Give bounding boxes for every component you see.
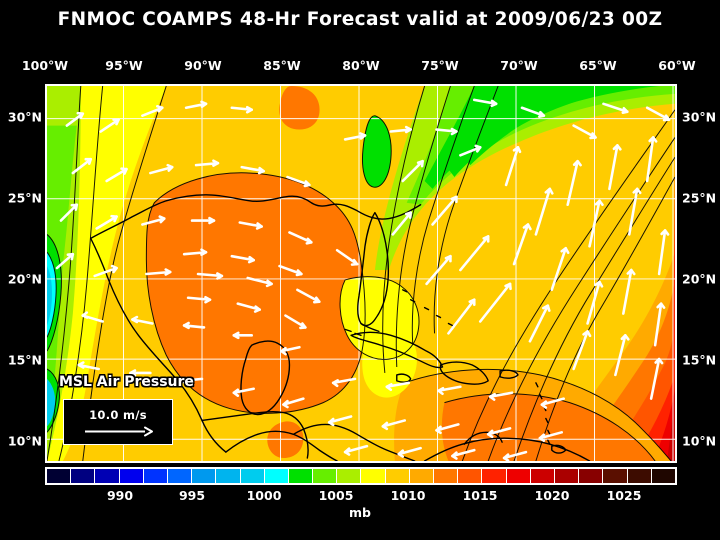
pressure-colorbar[interactable] [45,467,677,485]
band-ne-green4 [448,86,640,178]
band-east-red3 [667,171,675,461]
band-ne-green3 [424,86,660,189]
band-gulf-high-core [146,172,366,414]
colorbar-swatch-25 [650,469,675,483]
colorbar-swatch-9 [263,469,288,483]
band-east-orange2 [603,145,675,461]
band-pacific-blue [47,266,52,326]
colorbar-swatch-7 [215,469,240,483]
lon-tick-95w: 95°W [105,58,143,73]
patch-ca-orange1 [251,367,288,405]
colorbar-swatch-11 [312,469,337,483]
cbar-tick-1020: 1020 [534,488,570,503]
colorbar-swatch-21 [553,469,579,483]
cbar-tick-1000: 1000 [246,488,282,503]
colorbar-swatch-24 [626,469,651,483]
cbar-tick-1005: 1005 [318,488,354,503]
band-carib-orange2 [441,393,656,461]
band-ne-core [464,86,624,166]
lat-tick-left-30n: 30°N [7,109,42,125]
colorbar-swatch-17 [457,469,482,483]
patch-hisp-yellow [362,322,417,398]
band-east-orange [571,137,675,461]
wind-vector-key-label: 10.0 m/s [89,407,147,422]
cbar-tick-995: 995 [178,488,206,503]
lon-tick-60w: 60°W [658,58,696,73]
colorbar-swatch-13 [360,469,385,483]
colorbar-swatch-5 [166,469,192,483]
wind-vectors [55,98,671,461]
band-pacific-green2 [47,125,77,423]
cbar-tick-990: 990 [106,488,134,503]
lon-tick-65w: 65°W [579,58,617,73]
wind-vector-key: 10.0 m/s [63,399,173,445]
lon-tick-100w: 100°W [21,58,69,73]
colorbar-swatch-14 [384,469,409,483]
lon-tick-70w: 70°W [500,58,538,73]
colorbar-swatch-2 [94,469,119,483]
colorbar-unit-label: mb [349,505,371,520]
colorbar-swatch-15 [408,469,433,483]
colorbar-swatch-16 [433,469,458,483]
lon-tick-80w: 80°W [342,58,380,73]
coastlines [90,194,591,461]
band-florida-green [362,115,392,188]
lat-tick-right-20n: 20°N [682,271,717,287]
cbar-tick-1015: 1015 [462,488,498,503]
colorbar-swatch-22 [578,469,603,483]
colorbar-swatch-8 [239,469,264,483]
lat-tick-left-25n: 25°N [7,190,42,206]
lat-tick-right-15n: 15°N [682,352,717,368]
colorbar-swatch-0 [47,469,71,483]
page-title: FNMOC COAMPS 48-Hr Forecast valid at 200… [57,9,663,30]
colorbar-swatch-6 [191,469,216,483]
colorbar-swatch-4 [142,469,167,483]
colorbar-swatch-19 [505,469,530,483]
lat-tick-left-15n: 15°N [7,352,42,368]
map-clip [47,86,675,461]
lon-tick-75w: 75°W [421,58,459,73]
colorbar-swatch-3 [118,469,143,483]
right-arrow-icon [85,426,153,436]
cbar-tick-1025: 1025 [606,488,642,503]
lon-tick-85w: 85°W [263,58,301,73]
colorbar-swatch-10 [287,469,313,483]
lat-tick-left-20n: 20°N [7,271,42,287]
colorbar-swatch-12 [336,469,361,483]
lat-tick-right-30n: 30°N [682,109,717,125]
colorbar-swatch-20 [529,469,554,483]
lat-tick-right-10n: 10°N [682,433,717,449]
lon-tick-90w: 90°W [184,58,222,73]
lat-tick-right-25n: 25°N [682,190,717,206]
band-pacific-cyan2 [47,378,56,427]
forecast-map[interactable]: MSL Air Pressure 10.0 m/s [45,84,677,463]
colorbar-swatch-1 [70,469,95,483]
colorbar-swatch-18 [481,469,506,483]
cbar-tick-1010: 1010 [390,488,426,503]
lat-tick-left-10n: 10°N [7,433,42,449]
colorbar-swatch-23 [602,469,627,483]
pressure-field-plot [47,86,675,461]
